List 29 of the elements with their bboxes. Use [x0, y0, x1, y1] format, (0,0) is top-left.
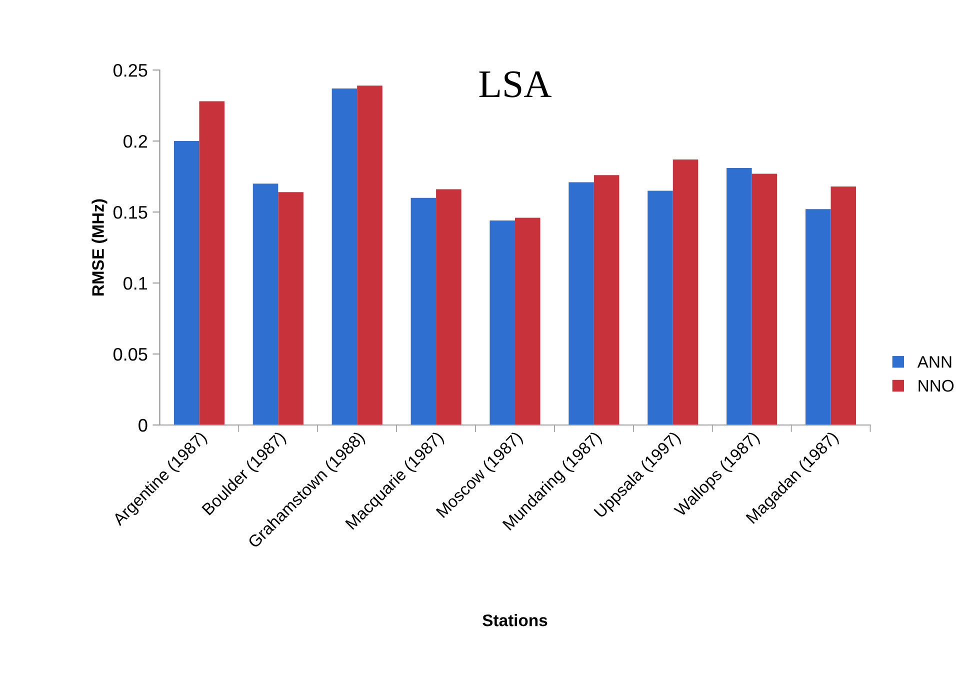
- bar: [332, 88, 358, 425]
- bar: [199, 101, 224, 425]
- bar: [357, 86, 382, 425]
- bar: [514, 218, 540, 425]
- bar: [672, 159, 698, 425]
- bar: [806, 209, 831, 425]
- bar: [252, 184, 278, 425]
- legend-label: NNO: [918, 380, 954, 392]
- y-tick-label: 0.15: [114, 206, 148, 219]
- bar: [436, 189, 462, 425]
- bar: [648, 190, 673, 425]
- y-tick-label: 0.1: [124, 276, 148, 290]
- y-tick-label: 0: [138, 418, 148, 432]
- bar: [830, 186, 856, 425]
- y-tick-label: 0.05: [114, 348, 148, 361]
- bar: [568, 182, 594, 425]
- y-tick-label: 0.25: [114, 64, 148, 77]
- legend-label: ANN: [917, 356, 952, 368]
- bar: [726, 168, 752, 425]
- bar: [594, 175, 620, 425]
- bar: [752, 174, 778, 425]
- bar: [278, 192, 304, 425]
- x-axis-title: Stations: [482, 614, 548, 626]
- bar: [490, 220, 515, 425]
- chart-title: LSA: [479, 71, 552, 98]
- bar: [410, 198, 436, 425]
- bar: [174, 141, 200, 425]
- y-tick-label: 0.2: [124, 134, 148, 148]
- y-axis-title: RMSE (MHz): [92, 199, 108, 296]
